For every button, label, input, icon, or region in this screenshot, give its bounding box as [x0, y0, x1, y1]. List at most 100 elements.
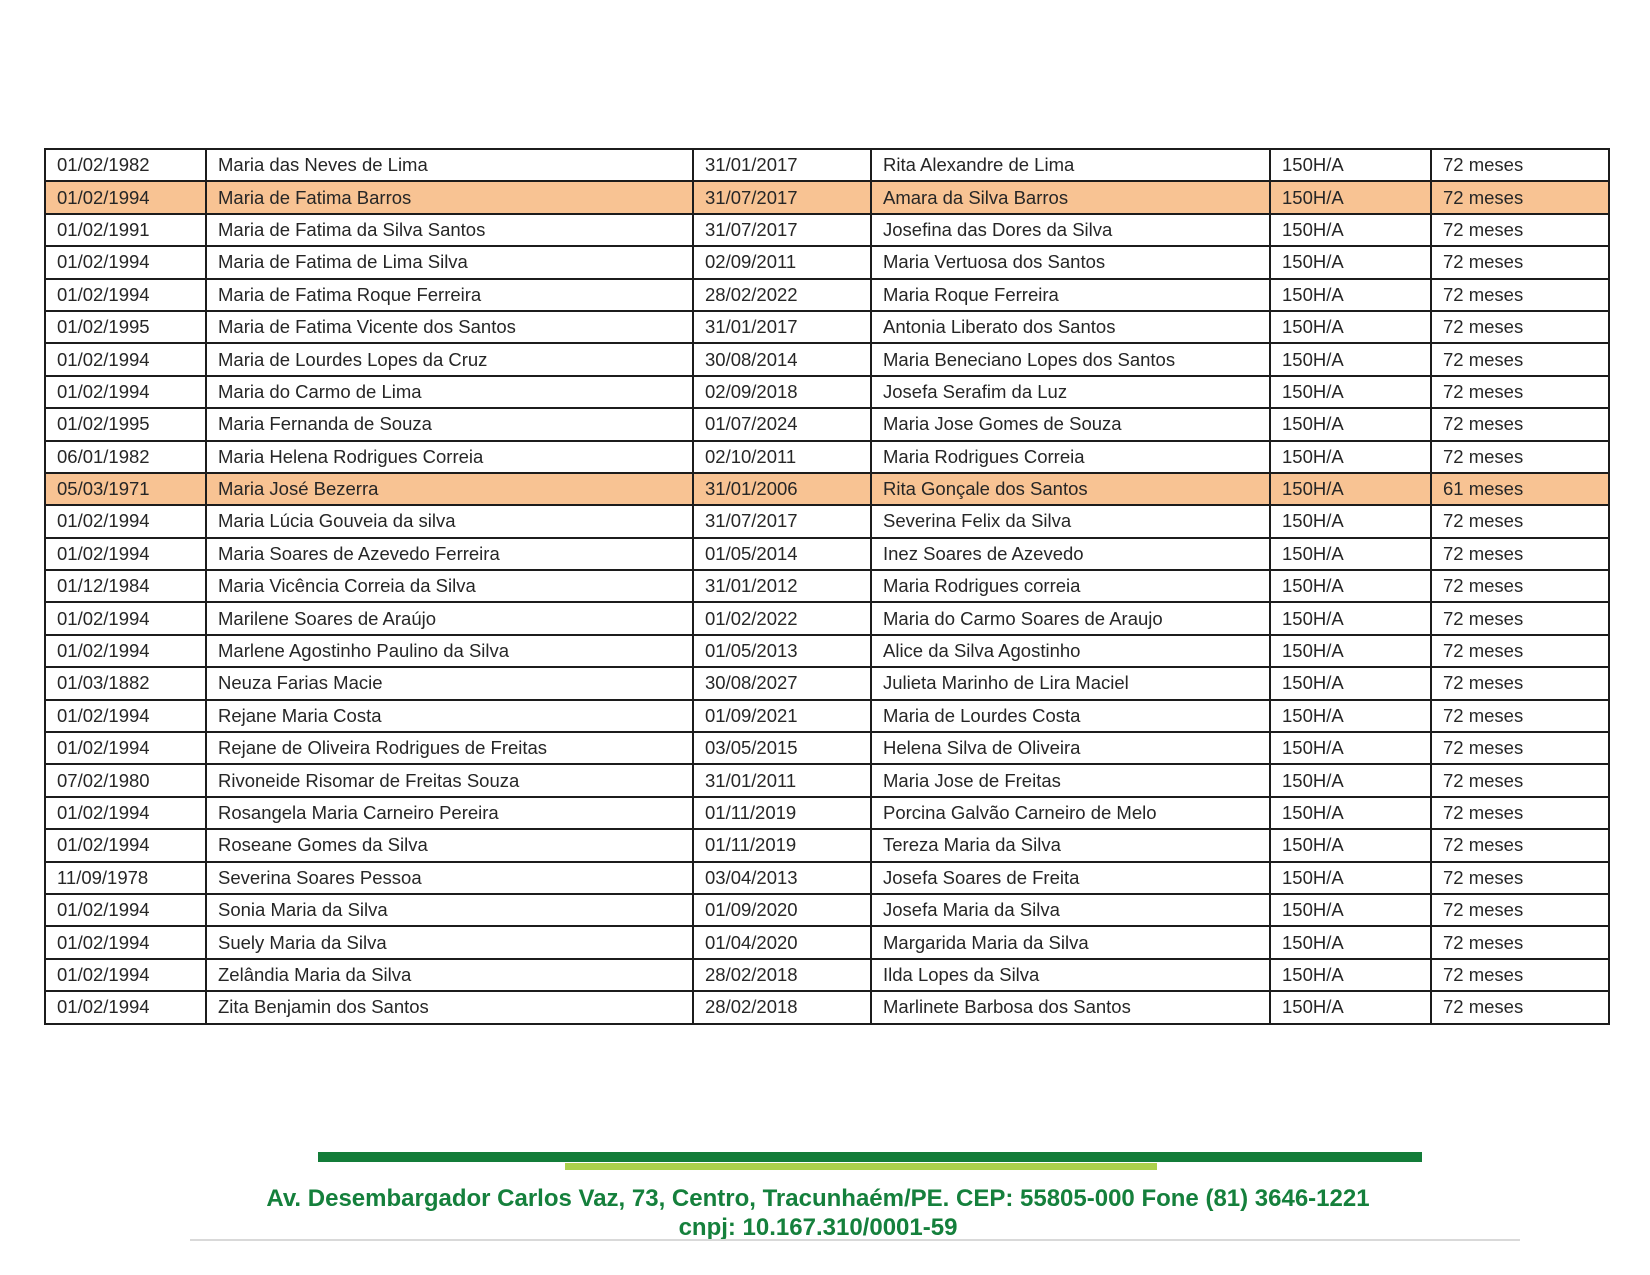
table-cell: Maria Soares de Azevedo Ferreira	[205, 536, 694, 572]
table-cell: Josefa Serafim da Luz	[870, 374, 1271, 410]
table-cell: Maria Rodrigues Correia	[870, 439, 1271, 474]
table-cell: Maria das Neves de Lima	[205, 147, 694, 183]
table-cell: Maria do Carmo Soares de Araujo	[870, 601, 1271, 636]
table-cell: 28/02/2018	[692, 957, 872, 993]
table-cell: Rosangela Maria Carneiro Pereira	[205, 795, 694, 831]
table-cell: Maria de Lourdes Lopes da Cruz	[205, 342, 694, 377]
table-row: 01/02/1994 Maria Lúcia Gouveia da silva 31…	[44, 504, 1610, 539]
table-cell: 01/02/1991	[44, 212, 207, 248]
table-cell: Josefa Maria da Silva	[870, 892, 1271, 928]
table-cell: 150H/A	[1269, 180, 1432, 215]
table-row: 01/02/1994 Rejane Maria Costa 01/09/2021 Ma…	[44, 698, 1610, 734]
table-cell: Zelândia Maria da Silva	[205, 957, 694, 993]
table-cell: 72 meses	[1430, 633, 1610, 669]
table-cell: 01/02/1994	[44, 795, 207, 831]
table-cell: 72 meses	[1430, 990, 1610, 1025]
table-cell: 01/02/1994	[44, 892, 207, 928]
table-cell: Maria Vertuosa dos Santos	[870, 245, 1271, 280]
table-cell: 01/02/1994	[44, 342, 207, 377]
table-cell: 72 meses	[1430, 212, 1610, 248]
table-cell: Sonia Maria da Silva	[205, 892, 694, 928]
table-cell: 150H/A	[1269, 666, 1432, 701]
table-cell: 11/09/1978	[44, 860, 207, 895]
table-cell: 72 meses	[1430, 439, 1610, 474]
table-cell: Maria de Fatima Roque Ferreira	[205, 277, 694, 312]
table-cell: 150H/A	[1269, 439, 1432, 474]
table-cell: 01/02/1995	[44, 309, 207, 345]
table-row: 01/02/1994 Marlene Agostinho Paulino da S…	[44, 633, 1610, 669]
table-cell: 31/07/2017	[692, 212, 872, 248]
table-cell: 28/02/2022	[692, 277, 872, 312]
table-cell: Porcina Galvão Carneiro de Melo	[870, 795, 1271, 831]
table-cell: 31/01/2011	[692, 763, 872, 798]
table-cell: Marlene Agostinho Paulino da Silva	[205, 633, 694, 669]
table-cell: 01/02/1982	[44, 147, 207, 183]
table-cell: 01/02/1994	[44, 925, 207, 960]
table-cell: 72 meses	[1430, 828, 1610, 863]
table-cell: 72 meses	[1430, 504, 1610, 539]
table-cell: Margarida Maria da Silva	[870, 925, 1271, 960]
table-cell: 72 meses	[1430, 795, 1610, 831]
table-row: 05/03/1971 Maria José Bezerra 31/01/2006 Ri…	[44, 471, 1610, 507]
table-row: 01/02/1994 Maria de Fatima Roque Ferreira…	[44, 277, 1610, 312]
table-cell: 150H/A	[1269, 763, 1432, 798]
footer-divider-line	[190, 1239, 1520, 1241]
table-cell: Tereza Maria da Silva	[870, 828, 1271, 863]
table-cell: 01/02/1995	[44, 407, 207, 442]
table-cell: 03/04/2013	[692, 860, 872, 895]
table-cell: 150H/A	[1269, 407, 1432, 442]
table-cell: 150H/A	[1269, 990, 1432, 1025]
table-cell: 72 meses	[1430, 925, 1610, 960]
table-cell: 150H/A	[1269, 374, 1432, 410]
table-cell: Maria Jose de Freitas	[870, 763, 1271, 798]
table-cell: 01/02/1994	[44, 504, 207, 539]
table-cell: 72 meses	[1430, 569, 1610, 604]
table-cell: 02/09/2018	[692, 374, 872, 410]
table-cell: 01/05/2014	[692, 536, 872, 572]
table-cell: 01/04/2020	[692, 925, 872, 960]
table-cell: 150H/A	[1269, 504, 1432, 539]
footer-address: Av. Desembargador Carlos Vaz, 73, Centro…	[266, 1185, 1370, 1212]
table-row: 01/02/1994 Zelândia Maria da Silva 28/02/2…	[44, 957, 1610, 993]
table-cell: Maria de Fatima de Lima Silva	[205, 245, 694, 280]
table-cell: 150H/A	[1269, 892, 1432, 928]
table-cell: 01/02/1994	[44, 957, 207, 993]
table-row: 01/02/1994 Maria Soares de Azevedo Ferrei…	[44, 536, 1610, 572]
table-cell: 01/02/1994	[44, 536, 207, 572]
table-cell: Alice da Silva Agostinho	[870, 633, 1271, 669]
table-cell: 72 meses	[1430, 342, 1610, 377]
table-cell: 150H/A	[1269, 309, 1432, 345]
table-cell: Marilene Soares de Araújo	[205, 601, 694, 636]
table-cell: Neuza Farias Macie	[205, 666, 694, 701]
table-row: 01/02/1994 Zita Benjamin dos Santos 28/02/…	[44, 990, 1610, 1025]
table-cell: 01/02/1994	[44, 731, 207, 766]
table-cell: Severina Soares Pessoa	[205, 860, 694, 895]
table-cell: 72 meses	[1430, 536, 1610, 572]
table-cell: Josefina das Dores da Silva	[870, 212, 1271, 248]
table-row: 01/02/1994 Maria de Lourdes Lopes da Cruz…	[44, 342, 1610, 377]
table-cell: 31/07/2017	[692, 504, 872, 539]
table-row: 06/01/1982 Maria Helena Rodrigues Correia…	[44, 439, 1610, 474]
table-cell: 72 meses	[1430, 601, 1610, 636]
table-cell: Maria Vicência Correia da Silva	[205, 569, 694, 604]
table-cell: Severina Felix da Silva	[870, 504, 1271, 539]
table-cell: Ilda Lopes da Silva	[870, 957, 1271, 993]
table-row: 01/02/1994 Maria do Carmo de Lima 02/09/20…	[44, 374, 1610, 410]
table-row: 01/02/1994 Sonia Maria da Silva 01/09/2020…	[44, 892, 1610, 928]
table-cell: 01/02/1994	[44, 374, 207, 410]
table-cell: 31/01/2017	[692, 147, 872, 183]
table-cell: 61 meses	[1430, 471, 1610, 507]
table-cell: 07/02/1980	[44, 763, 207, 798]
table-cell: 01/02/1994	[44, 277, 207, 312]
table-cell: 150H/A	[1269, 860, 1432, 895]
table-cell: 150H/A	[1269, 342, 1432, 377]
table-cell: Maria Jose Gomes de Souza	[870, 407, 1271, 442]
table-cell: Maria de Lourdes Costa	[870, 698, 1271, 734]
table-cell: 72 meses	[1430, 666, 1610, 701]
table-row: 01/02/1991 Maria de Fatima da Silva Santo…	[44, 212, 1610, 248]
table-cell: 72 meses	[1430, 180, 1610, 215]
table-cell: 72 meses	[1430, 892, 1610, 928]
table-cell: 01/12/1984	[44, 569, 207, 604]
table-cell: Maria Helena Rodrigues Correia	[205, 439, 694, 474]
table-cell: 150H/A	[1269, 277, 1432, 312]
